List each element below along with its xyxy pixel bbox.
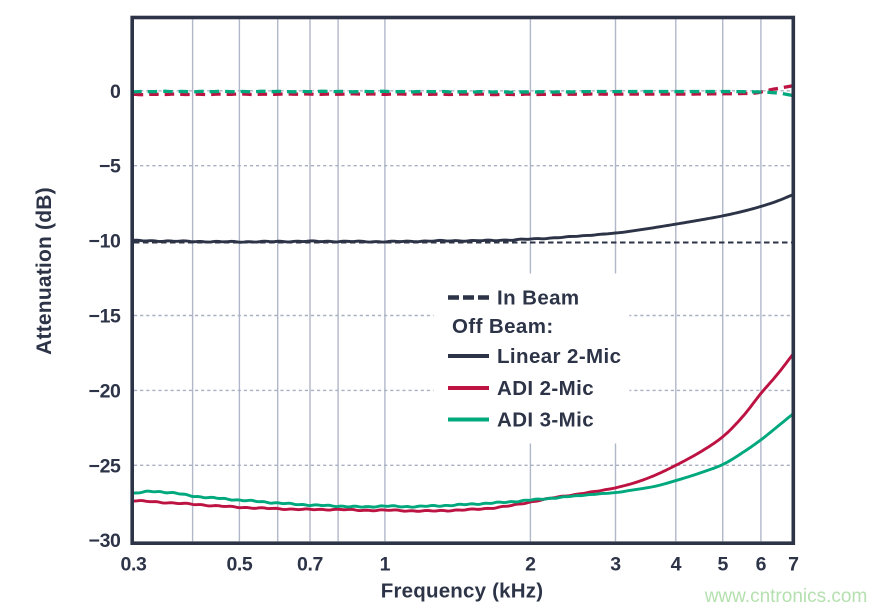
svg-text:−25: −25 bbox=[89, 455, 121, 477]
svg-text:In Beam: In Beam bbox=[497, 287, 580, 310]
svg-text:Frequency (kHz): Frequency (kHz) bbox=[381, 580, 543, 603]
svg-text:6: 6 bbox=[756, 554, 767, 576]
svg-text:ADI 2-Mic: ADI 2-Mic bbox=[497, 377, 594, 400]
svg-text:−10: −10 bbox=[89, 231, 121, 253]
svg-text:Attenuation (dB): Attenuation (dB) bbox=[33, 187, 56, 355]
svg-text:0.3: 0.3 bbox=[121, 554, 147, 576]
svg-text:−20: −20 bbox=[89, 380, 121, 402]
svg-text:Linear 2-Mic: Linear 2-Mic bbox=[497, 345, 621, 368]
svg-text:3: 3 bbox=[610, 554, 621, 576]
svg-text:0.5: 0.5 bbox=[226, 554, 252, 576]
svg-text:−30: −30 bbox=[89, 530, 121, 552]
svg-text:−5: −5 bbox=[99, 156, 121, 178]
svg-text:0.7: 0.7 bbox=[297, 554, 323, 576]
svg-text:www.cntronics.com: www.cntronics.com bbox=[704, 586, 868, 607]
svg-text:0: 0 bbox=[110, 81, 121, 103]
svg-text:ADI 3-Mic: ADI 3-Mic bbox=[497, 409, 594, 432]
svg-text:2: 2 bbox=[525, 554, 536, 576]
svg-text:1: 1 bbox=[380, 554, 391, 576]
svg-text:4: 4 bbox=[671, 554, 682, 576]
svg-text:5: 5 bbox=[717, 554, 728, 576]
svg-text:7: 7 bbox=[788, 554, 798, 576]
svg-text:−15: −15 bbox=[89, 306, 121, 328]
svg-text:Off Beam:: Off Beam: bbox=[452, 315, 554, 338]
